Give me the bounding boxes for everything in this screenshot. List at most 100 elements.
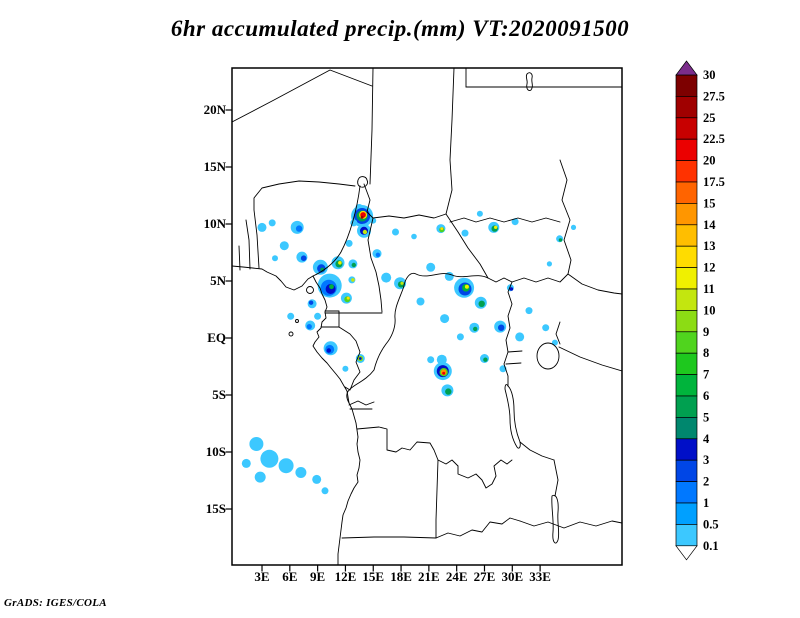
colorbar-label: 9 bbox=[703, 325, 709, 339]
precip-cell bbox=[457, 333, 464, 340]
axis-ticks bbox=[226, 110, 541, 572]
colorbar-segment bbox=[676, 182, 697, 203]
precip-cell bbox=[426, 263, 435, 272]
colorbar-segment bbox=[676, 203, 697, 224]
colorbar-label: 15 bbox=[703, 196, 716, 210]
principe-island bbox=[296, 320, 299, 323]
colorbar-segment bbox=[676, 439, 697, 460]
precip-cell bbox=[301, 255, 307, 261]
precip-cell bbox=[473, 327, 477, 331]
colorbar-label: 12 bbox=[703, 261, 716, 275]
precip-cell bbox=[559, 238, 563, 242]
colorbar-label: 1 bbox=[703, 496, 709, 510]
precip-cell bbox=[445, 388, 451, 394]
colorbar-segment bbox=[676, 332, 697, 353]
precip-cell bbox=[361, 216, 364, 219]
colorbar-label: 2 bbox=[703, 475, 709, 489]
colorbar-segment bbox=[676, 161, 697, 182]
colorbar-segment bbox=[676, 417, 697, 438]
precip-cell bbox=[280, 241, 289, 250]
precip-cell bbox=[465, 285, 469, 289]
precip-cell bbox=[417, 298, 425, 306]
precip-cell bbox=[442, 372, 445, 375]
precip-cell bbox=[314, 313, 321, 320]
precip-cell bbox=[255, 472, 266, 483]
y-axis-label: 10S bbox=[180, 444, 226, 460]
lake-nasser bbox=[526, 73, 532, 91]
precip-cell bbox=[547, 261, 552, 266]
y-axis-label: 10N bbox=[180, 216, 226, 232]
precip-cell bbox=[307, 324, 312, 329]
colorbar-label: 5 bbox=[703, 410, 709, 424]
colorbar-segment bbox=[676, 75, 697, 96]
colorbar-segment bbox=[676, 246, 697, 267]
x-axis-label: 33E bbox=[523, 569, 557, 585]
y-axis-label: 20N bbox=[180, 102, 226, 118]
coastline bbox=[232, 266, 360, 565]
precip-cell bbox=[352, 263, 356, 267]
colorbar-label: 4 bbox=[703, 432, 710, 446]
precip-cell bbox=[571, 225, 576, 230]
precip-cell bbox=[515, 332, 524, 341]
precip-cell bbox=[440, 314, 449, 323]
precip-cell bbox=[445, 272, 454, 281]
precip-cell bbox=[350, 219, 357, 226]
colorbar-label: 8 bbox=[703, 346, 709, 360]
precip-cell bbox=[479, 301, 485, 307]
colorbar-segment bbox=[676, 396, 697, 417]
precip-cell bbox=[427, 356, 434, 363]
precip-cell bbox=[342, 366, 348, 372]
colorbar-label: 0.1 bbox=[703, 539, 719, 553]
colorbar-segment bbox=[676, 353, 697, 374]
colorbar-segment bbox=[676, 375, 697, 396]
colorbar-segment bbox=[676, 289, 697, 310]
precip-cell bbox=[376, 253, 380, 257]
precip-cell bbox=[312, 475, 321, 484]
colorbar: 3027.52522.52017.51514131211109876543210… bbox=[666, 58, 786, 586]
colorbar-label: 17.5 bbox=[703, 175, 725, 189]
precip-cell bbox=[322, 487, 329, 494]
precip-cell bbox=[258, 223, 267, 232]
colorbar-segment bbox=[676, 118, 697, 139]
precip-cell bbox=[279, 458, 294, 473]
precip-cell bbox=[498, 325, 504, 331]
y-axis-label: 15S bbox=[180, 501, 226, 517]
precip-cell bbox=[351, 278, 355, 282]
colorbar-label: 30 bbox=[703, 68, 716, 82]
page-title: 6hr accumulated precip.(mm) VT:202009150… bbox=[0, 16, 800, 42]
colorbar-label: 7 bbox=[703, 368, 709, 382]
precip-cell bbox=[338, 261, 342, 265]
lake-malawi bbox=[552, 495, 559, 543]
precip-cell bbox=[272, 255, 278, 261]
precip-cell bbox=[483, 358, 487, 362]
precip-cell bbox=[392, 229, 399, 236]
colorbar-arrow bbox=[676, 546, 697, 560]
colorbar-label: 25 bbox=[703, 111, 716, 125]
precip-cell bbox=[526, 307, 533, 314]
precip-cell bbox=[296, 225, 302, 231]
precip-cell bbox=[287, 313, 294, 320]
precip-cell bbox=[411, 234, 417, 240]
y-axis-label: 5N bbox=[180, 273, 226, 289]
precip-cell bbox=[363, 230, 367, 234]
precip-cell bbox=[242, 459, 251, 468]
colorbar-label: 10 bbox=[703, 303, 716, 317]
precip-cell bbox=[400, 282, 403, 285]
credit-text: GrADS: IGES/COLA bbox=[4, 597, 107, 609]
colorbar-label: 6 bbox=[703, 389, 709, 403]
precip-cell bbox=[494, 226, 497, 229]
map-svg bbox=[224, 60, 630, 573]
colorbar-label: 20 bbox=[703, 154, 716, 168]
colorbar-label: 22.5 bbox=[703, 132, 725, 146]
precip-cell bbox=[309, 301, 313, 305]
colorbar-segment bbox=[676, 310, 697, 331]
precip-cell bbox=[249, 437, 263, 451]
y-axis-label: EQ bbox=[180, 330, 226, 346]
precip-cell bbox=[347, 297, 350, 300]
bioko-island bbox=[307, 287, 314, 294]
precip-cell bbox=[359, 357, 362, 360]
colorbar-arrow bbox=[676, 61, 697, 75]
precip-cell bbox=[542, 324, 549, 331]
colorbar-label: 0.5 bbox=[703, 517, 719, 531]
lake-victoria bbox=[537, 343, 559, 369]
